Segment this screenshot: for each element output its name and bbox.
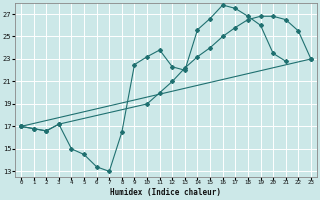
X-axis label: Humidex (Indice chaleur): Humidex (Indice chaleur) (110, 188, 221, 197)
